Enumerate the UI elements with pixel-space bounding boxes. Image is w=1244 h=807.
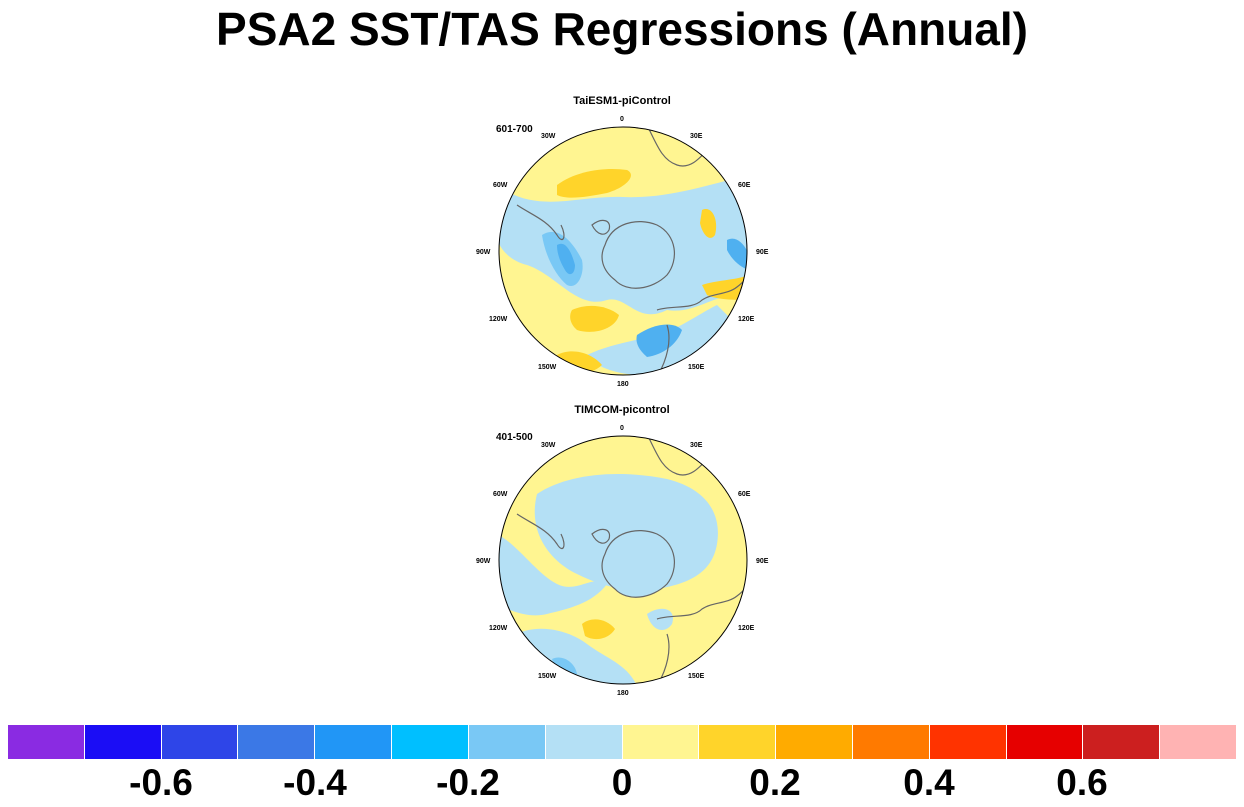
lon-label-90e: 90E — [756, 558, 769, 565]
lon-label-60e: 60E — [738, 491, 751, 498]
lon-label-180: 180 — [617, 690, 629, 697]
colorbar-swatch — [315, 725, 393, 759]
colorbar-swatch — [8, 725, 85, 759]
lon-label-0: 0 — [620, 425, 624, 432]
colorbar-swatch — [545, 725, 623, 759]
panel-title-timcom: TIMCOM-picontrol — [574, 404, 670, 416]
colorbar-swatch — [699, 725, 777, 759]
colorbar-tick: 0.4 — [903, 762, 955, 803]
lon-label-120e: 120E — [738, 316, 755, 323]
colorbar-swatch — [238, 725, 316, 759]
lon-label-60w: 60W — [493, 491, 508, 498]
colorbar-tick: -0.6 — [129, 762, 193, 803]
lon-label-150e: 150E — [688, 364, 705, 371]
colorbar-tick: 0 — [611, 762, 633, 803]
lon-label-120w: 120W — [489, 625, 508, 632]
lon-label-0: 0 — [620, 116, 624, 123]
colorbar-swatch — [622, 725, 700, 759]
colorbar-swatch — [468, 725, 546, 759]
colorbar-swatch — [161, 725, 239, 759]
colorbar-swatch — [1083, 725, 1161, 759]
colorbar-swatch — [1006, 725, 1084, 759]
period-label-timcom: 401-500 — [496, 432, 533, 443]
lon-label-150w: 150W — [538, 364, 557, 371]
colorbar-swatch — [776, 725, 853, 759]
colorbar — [8, 725, 1236, 759]
lon-label-30w: 30W — [541, 442, 556, 449]
colorbar-tick: 0.6 — [1056, 762, 1108, 803]
colorbar-swatch — [84, 725, 162, 759]
lon-label-120e: 120E — [738, 625, 755, 632]
lon-label-120w: 120W — [489, 316, 508, 323]
figure-title: PSA2 SST/TAS Regressions (Annual) — [216, 3, 1028, 55]
lon-label-30e: 30E — [690, 133, 703, 140]
lon-label-60w: 60W — [493, 182, 508, 189]
lon-label-30e: 30E — [690, 442, 703, 449]
period-label-taiesm1: 601-700 — [496, 124, 533, 135]
colorbar-swatch — [1160, 725, 1236, 759]
colorbar-swatch — [852, 725, 930, 759]
lon-label-30w: 30W — [541, 133, 556, 140]
lon-label-90e: 90E — [756, 249, 769, 256]
polar-map-timcom — [498, 435, 748, 685]
lon-label-180: 180 — [617, 381, 629, 388]
lon-label-90w: 90W — [476, 249, 491, 256]
colorbar-tick: 0.2 — [749, 762, 801, 803]
colorbar-tick: -0.4 — [283, 762, 347, 803]
colorbar-swatch — [929, 725, 1007, 759]
panel-title-taiesm1: TaiESM1-piControl — [573, 95, 671, 107]
lon-label-150w: 150W — [538, 673, 557, 680]
lon-label-90w: 90W — [476, 558, 491, 565]
lon-label-150e: 150E — [688, 673, 705, 680]
colorbar-swatch — [392, 725, 469, 759]
polar-map-taiesm1 — [498, 126, 748, 376]
colorbar-tick: -0.2 — [436, 762, 500, 803]
lon-label-60e: 60E — [738, 182, 751, 189]
